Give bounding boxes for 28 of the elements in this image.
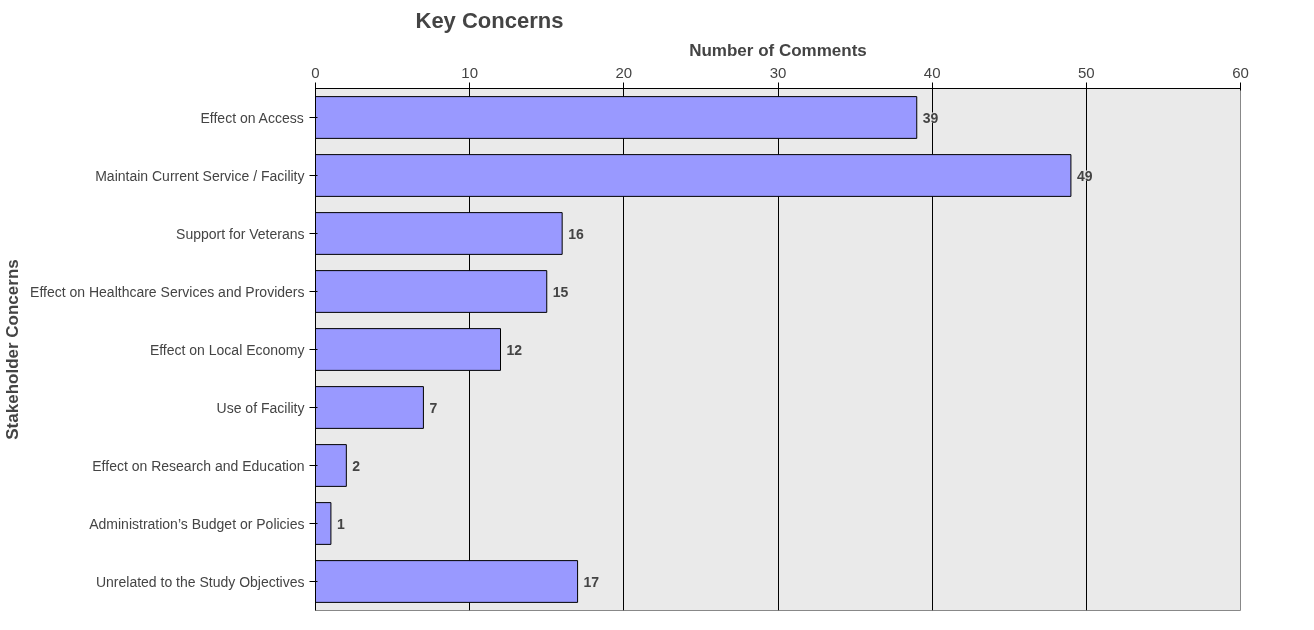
data-label: 16	[568, 225, 584, 242]
y-tick-label: Maintain Current Service / Facility	[95, 167, 305, 184]
data-label: 49	[1076, 167, 1093, 184]
x-tick-label: 60	[1232, 63, 1249, 81]
x-tick-label: 0	[311, 63, 320, 81]
y-tick-label: Effect on Healthcare Services and Providers	[30, 283, 305, 300]
data-label: 39	[922, 109, 939, 126]
y-tick-label: Use of Facility	[216, 399, 305, 416]
x-tick-label: 50	[1077, 63, 1095, 81]
x-tick-label: 10	[461, 63, 479, 81]
y-axis-title: Stakeholder Concerns	[3, 259, 23, 440]
x-tick-label: 40	[923, 63, 941, 81]
y-tick-label: Effect on Access	[200, 109, 304, 126]
y-tick-label: Effect on Research and Education	[92, 457, 305, 474]
x-tick-label: 30	[769, 63, 787, 81]
data-label: 17	[583, 573, 600, 590]
y-tick-label: Effect on Local Economy	[149, 341, 305, 358]
data-label: 7	[429, 399, 438, 416]
data-label: 12	[506, 341, 523, 358]
data-label: 2	[352, 457, 361, 474]
x-axis-title: Number of Comments	[689, 40, 867, 60]
data-label: 1	[336, 515, 345, 532]
x-tick-label: 20	[615, 63, 633, 81]
y-tick-label: Support for Veterans	[176, 225, 305, 242]
data-label: 15	[552, 283, 569, 300]
y-tick-label: Administration’s Budget or Policies	[89, 515, 305, 532]
chart-title: Key Concerns	[415, 7, 564, 33]
y-tick-label: Unrelated to the Study Objectives	[95, 573, 305, 590]
